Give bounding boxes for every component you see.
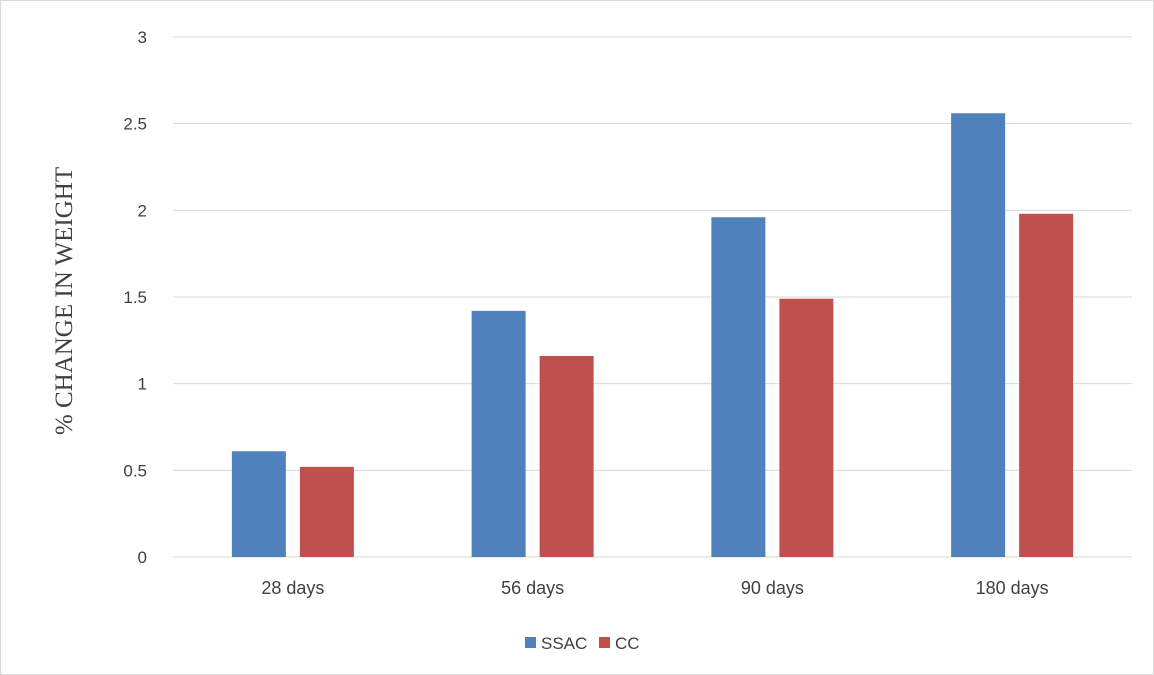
legend-swatch-ssac <box>525 637 536 648</box>
legend-label-ssac: SSAC <box>541 634 587 653</box>
y-tick-label: 1.5 <box>123 288 147 307</box>
y-tick-label: 0.5 <box>123 461 147 480</box>
bars <box>231 113 1074 558</box>
bar-cc-90-days <box>779 298 834 557</box>
x-category-label: 180 days <box>976 578 1049 598</box>
bar-cc-56-days <box>539 355 594 557</box>
bar-ssac-28-days <box>231 451 286 557</box>
y-tick-label: 1 <box>138 375 147 394</box>
x-axis-category-labels: 28 days 56 days 90 days 180 days <box>261 578 1048 598</box>
bar-cc-180-days <box>1019 213 1074 558</box>
bar-ssac-56-days <box>471 310 526 557</box>
y-axis-title: % CHANGE IN WEIGHT <box>51 167 78 435</box>
y-tick-label: 3 <box>138 28 147 47</box>
y-axis-tick-labels: 0 0.5 1 1.5 2 2.5 3 <box>123 28 147 567</box>
x-category-label: 90 days <box>741 578 804 598</box>
x-category-label: 28 days <box>261 578 324 598</box>
y-tick-label: 2.5 <box>123 115 147 134</box>
legend: SSAC CC <box>525 634 640 653</box>
y-tick-label: 0 <box>138 548 147 567</box>
legend-swatch-cc <box>599 637 610 648</box>
bar-ssac-180-days <box>951 113 1006 558</box>
x-category-label: 56 days <box>501 578 564 598</box>
y-tick-label: 2 <box>138 201 147 220</box>
legend-label-cc: CC <box>615 634 640 653</box>
bar-cc-28-days <box>299 466 354 557</box>
bar-ssac-90-days <box>711 217 766 557</box>
